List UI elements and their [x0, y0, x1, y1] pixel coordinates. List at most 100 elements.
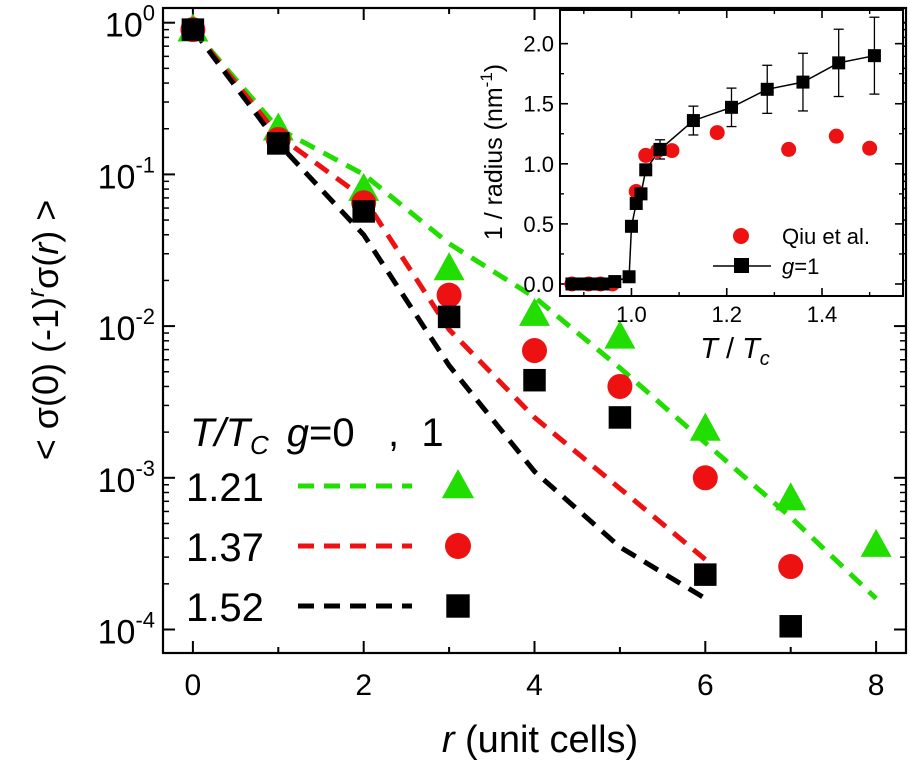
x-tick-label: 6 — [697, 669, 714, 702]
y-tick-label: 10-1 — [98, 152, 155, 196]
main-series-markers — [177, 13, 892, 638]
data-point-1.52 — [437, 305, 461, 329]
y-tick-exponent: -4 — [135, 608, 155, 633]
y-tick-base: 10 — [98, 614, 136, 652]
legend-header-Tc: T — [226, 411, 253, 455]
inset-y-tick-label: 1.5 — [523, 92, 554, 117]
x-label-rest: (unit cells) — [454, 719, 638, 761]
data-point-1.37 — [778, 554, 804, 580]
inset-frame — [559, 9, 904, 297]
inset-point-qiu — [638, 147, 654, 163]
inset-legend-label-g: g=1 — [782, 254, 819, 279]
inset-point-qiu — [862, 140, 878, 156]
legend-header-Tc-sub: C — [250, 430, 269, 460]
y-tick-label: 100 — [105, 1, 155, 45]
inset-series — [564, 16, 881, 292]
data-point-1.37 — [436, 282, 462, 308]
inset-x-tick-label: 1.2 — [711, 302, 742, 327]
y-tick-exponent: -1 — [135, 152, 155, 177]
inset-x-label-Tc: T — [742, 333, 762, 365]
data-point-1.52 — [779, 615, 802, 638]
data-point-1.37 — [692, 465, 718, 491]
data-point-1.21 — [860, 528, 892, 557]
legend-marker-1.21 — [441, 469, 475, 499]
data-point-1.21 — [775, 482, 807, 511]
inset-legend: Qiu et al. g=1 — [713, 224, 870, 279]
data-point-1.52 — [608, 406, 632, 429]
data-point-1.52 — [694, 563, 717, 586]
y-label-variable: r — [25, 241, 66, 255]
y-tick-exponent: -2 — [135, 304, 155, 329]
y-label-exponent: r — [23, 288, 50, 297]
legend-label-1.21: 1.21 — [186, 466, 264, 510]
inset-point-g1 — [639, 163, 653, 177]
legend-rows: 1.21 1.37 1.52 — [186, 466, 475, 630]
inset-axis-ticks: 1.0 1.2 1.4 0.0 0.5 1.0 1.5 2.0 — [523, 10, 903, 327]
inset-y-label-text: 1 / radius (nm — [480, 87, 508, 240]
legend-header-T: T — [190, 411, 217, 455]
data-point-1.52 — [523, 368, 546, 392]
inset-point-qiu — [709, 125, 725, 141]
inset-x-label-Tc-sub: c — [760, 348, 770, 370]
y-tick-exponent: -3 — [135, 456, 155, 481]
data-point-1.52 — [267, 132, 290, 155]
inset-legend-marker-qiu — [733, 228, 749, 244]
y-tick-exponent: 0 — [143, 1, 155, 26]
y-label-part-1: < σ(0) (-1) — [25, 297, 66, 460]
inset-point-g1 — [622, 270, 636, 284]
series-line-1.21 — [191, 27, 878, 601]
inset-point-g1 — [686, 114, 700, 128]
inset-point-g1 — [653, 142, 667, 156]
legend-label-1.52: 1.52 — [186, 586, 264, 630]
inset-x-tick-label: 1.0 — [616, 302, 647, 327]
x-tick-label: 8 — [868, 669, 885, 702]
data-point-1.37 — [522, 338, 547, 364]
inset-point-g1 — [608, 275, 622, 289]
inset-point-qiu — [664, 143, 680, 159]
inset-point-g1 — [565, 277, 579, 291]
legend-header-slash: / — [211, 411, 229, 455]
inset-legend-g: g — [782, 254, 795, 279]
inset-point-g1 — [867, 49, 881, 63]
inset-y-tick-label: 0.5 — [523, 212, 554, 237]
inset-point-g1 — [760, 82, 774, 96]
legend-header-values: =0 , 1 — [309, 411, 444, 455]
data-point-1.21 — [519, 297, 550, 326]
inset-x-axis-label: T / Tc — [700, 333, 770, 370]
y-label-part-3: ) > — [25, 200, 66, 243]
inset-y-label-close: ) — [480, 64, 508, 72]
x-tick-label: 0 — [185, 669, 202, 702]
legend-label-1.37: 1.37 — [186, 526, 264, 570]
main-x-axis-label: r (unit cells) — [442, 719, 638, 761]
legend-header-g: g — [287, 411, 309, 455]
y-tick-base: 10 — [98, 158, 136, 196]
inset-point-g1 — [725, 100, 738, 114]
inset-y-tick-label: 0.0 — [523, 272, 554, 297]
inset-point-g1 — [634, 187, 648, 201]
y-tick-label: 10-4 — [98, 608, 155, 652]
inset-point-g1 — [624, 219, 638, 233]
inset-legend-label-qiu: Qiu et al. — [782, 224, 870, 249]
data-point-1.21 — [433, 252, 465, 281]
y-tick-base: 10 — [98, 462, 136, 500]
inset-legend-marker-g — [734, 258, 749, 273]
y-tick-base: 10 — [105, 7, 143, 45]
legend-marker-1.52 — [446, 594, 470, 618]
y-tick-label: 10-3 — [98, 456, 155, 500]
data-point-1.37 — [607, 373, 633, 399]
inset-y-label-exp: -1 — [477, 72, 496, 87]
inset-x-tick-label: 1.4 — [807, 302, 838, 327]
inset-y-tick-label: 1.0 — [523, 152, 554, 177]
x-tick-label: 4 — [526, 669, 543, 702]
inset-point-g1 — [832, 56, 846, 70]
inset-point-g1 — [596, 277, 610, 291]
data-point-1.52 — [352, 200, 375, 223]
inset-y-axis-label: 1 / radius (nm-1) — [477, 64, 508, 240]
inset-legend-g-val: =1 — [794, 254, 819, 279]
legend-header: T/TC g=0 , 1 — [190, 411, 444, 460]
inset-y-tick-label: 2.0 — [523, 32, 554, 57]
inset-point-qiu — [828, 128, 844, 144]
x-label-symbol: r — [442, 719, 456, 761]
